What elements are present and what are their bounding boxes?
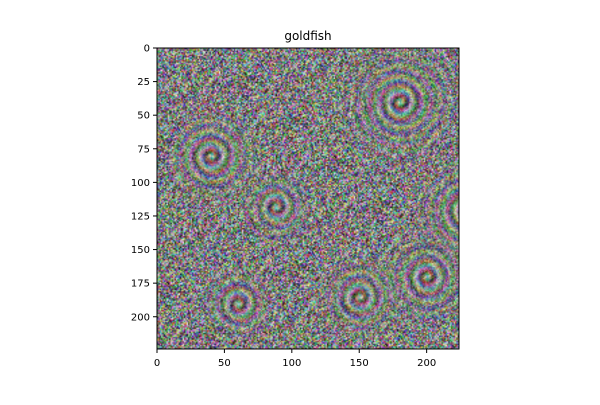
y-tick-label: 100: [131, 178, 150, 189]
x-tick-label: 50: [218, 358, 231, 369]
axes-frame: [156, 47, 460, 350]
y-tick-label: 150: [131, 245, 150, 256]
y-tick-label: 200: [131, 312, 150, 323]
y-tick-label: 0: [144, 44, 150, 55]
x-tick-label: 0: [154, 358, 160, 369]
chart-title: goldfish: [284, 29, 331, 43]
y-axis: 0 25 50 75 100 125 150 175 200: [131, 44, 157, 323]
y-tick-label: 25: [137, 77, 150, 88]
image-plot-area: [157, 48, 459, 349]
x-axis: 0 50 100 150 200: [154, 349, 436, 369]
y-tick-label: 175: [131, 279, 150, 290]
y-tick-label: 75: [137, 144, 150, 155]
x-tick-label: 200: [417, 358, 436, 369]
y-tick-label: 50: [137, 111, 150, 122]
heatmap-image: [157, 48, 459, 349]
x-tick-label: 100: [282, 358, 301, 369]
x-tick-label: 150: [350, 358, 369, 369]
y-tick-label: 125: [131, 211, 150, 222]
